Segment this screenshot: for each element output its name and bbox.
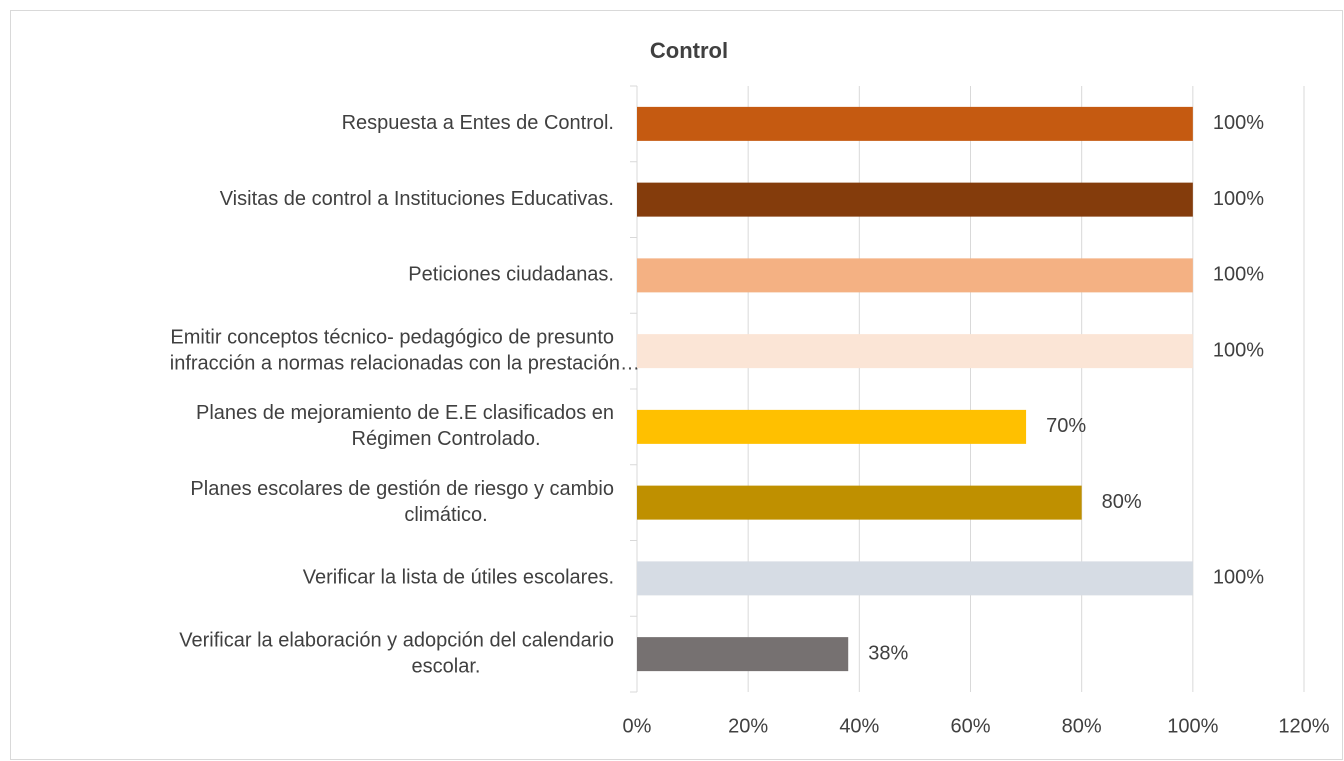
y-tick-label: Visitas de control a Instituciones Educa… (220, 188, 614, 210)
chart-title: Control (650, 38, 728, 63)
bar (637, 637, 849, 672)
bar (637, 258, 1193, 293)
bar (637, 561, 1193, 596)
bar (637, 334, 1193, 369)
bar (637, 182, 1193, 217)
value-label: 100% (1213, 567, 1264, 589)
y-tick-label: Verificar la lista de útiles escolares. (303, 567, 614, 589)
y-tick-label: escolar. (412, 655, 481, 677)
y-tick-label: Verificar la elaboración y adopción del … (179, 629, 614, 651)
y-tick-label: Respuesta a Entes de Control. (342, 112, 614, 134)
x-tick-label: 100% (1167, 715, 1218, 737)
y-tick-label: Planes escolares de gestión de riesgo y … (190, 478, 614, 500)
x-tick-label: 60% (950, 715, 990, 737)
value-label: 38% (868, 642, 908, 664)
bar (637, 485, 1082, 520)
value-label: 100% (1213, 264, 1264, 286)
x-tick-label: 0% (623, 715, 652, 737)
y-tick-label: Régimen Controlado. (352, 428, 541, 450)
y-tick-label: climático. (404, 504, 487, 526)
value-label: 100% (1213, 339, 1264, 361)
y-tick-label: Emitir conceptos técnico- pedagógico de … (170, 326, 614, 348)
y-tick-label: Planes de mejoramiento de E.E clasificad… (196, 402, 614, 424)
bar (637, 409, 1027, 444)
value-label: 80% (1102, 491, 1142, 513)
x-tick-label: 20% (728, 715, 768, 737)
value-label: 100% (1213, 188, 1264, 210)
y-tick-label: infracción a normas relacionadas con la … (170, 352, 640, 374)
value-label: 100% (1213, 112, 1264, 134)
x-tick-label: 80% (1062, 715, 1102, 737)
bar (637, 106, 1193, 141)
y-tick-label: Peticiones ciudadanas. (408, 264, 614, 286)
x-tick-label: 40% (839, 715, 879, 737)
value-label: 70% (1046, 415, 1086, 437)
x-tick-label: 120% (1278, 715, 1329, 737)
